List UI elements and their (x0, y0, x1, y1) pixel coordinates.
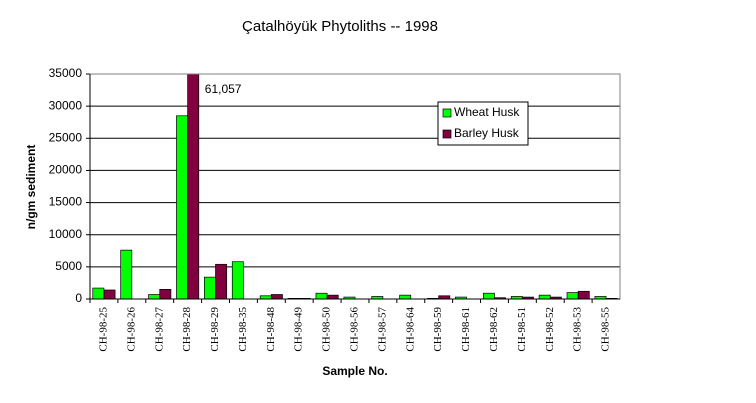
y-tick-label: 35000 (49, 66, 83, 80)
y-tick-label: 25000 (49, 130, 83, 144)
bar (577, 290, 590, 300)
bar (315, 292, 328, 300)
x-tick-label: CH-98-29 (209, 307, 221, 352)
bar (326, 294, 339, 300)
y-tick-label: 5000 (55, 259, 82, 273)
legend-label: Barley Husk (454, 126, 520, 140)
y-tick-label: 0 (75, 291, 82, 305)
legend-label: Wheat Husk (454, 105, 520, 119)
bar (103, 289, 116, 300)
x-tick-label: CH-98-26 (125, 307, 137, 352)
y-tick-label: 10000 (49, 227, 83, 241)
x-tick-label: CH-98-53 (572, 307, 584, 352)
bars (92, 74, 618, 300)
bar (148, 294, 161, 300)
bar (215, 263, 228, 300)
bar (187, 74, 200, 300)
y-axis-title: n/gm sediment (24, 145, 38, 230)
grid (86, 73, 620, 300)
x-tick-label: CH-98-35 (237, 307, 249, 352)
x-tick-label: CH-98-61 (460, 307, 472, 352)
x-tick-label: CH-98-48 (265, 307, 277, 352)
x-tick-label: CH-98-62 (488, 307, 500, 352)
legend-swatch (442, 108, 452, 118)
x-axis-title: Sample No. (322, 364, 387, 378)
y-tick-label: 20000 (49, 163, 83, 177)
bar (482, 292, 495, 300)
x-tick-label: CH-98-28 (181, 307, 193, 352)
foreground: 0 5000 10000 15000 20000 25000 30000 35000 CH-98… (49, 66, 621, 352)
bar (270, 294, 283, 300)
x-tick-label: CH-98-56 (349, 307, 361, 352)
bar (399, 294, 412, 300)
x-tick-label: CH-98-55 (600, 307, 612, 352)
x-tick-label: CH-98-52 (544, 307, 556, 352)
y-tick-label: 15000 (49, 195, 83, 209)
x-tick-label: CH-98-64 (404, 307, 416, 352)
bar (538, 294, 551, 300)
x-tick-label: CH-98-50 (321, 307, 333, 352)
value-label: 61,057 (205, 82, 242, 96)
plot-frame (89, 73, 621, 300)
x-tick-label: CH-98-27 (153, 307, 165, 352)
bar (204, 276, 216, 300)
x-tick-label: CH-98-57 (376, 307, 388, 352)
x-tick-label: CH-98-59 (432, 307, 444, 352)
x-tick-label: CH-98-51 (516, 307, 528, 352)
legend-box (437, 101, 529, 146)
bar (92, 287, 105, 300)
y-tick-label: 30000 (49, 98, 83, 112)
x-tick-label: CH-98-25 (97, 307, 109, 352)
bar (231, 261, 244, 300)
chart-title: Çatalhöyük Phytoliths -- 1998 (242, 18, 438, 35)
legend-swatch (442, 129, 452, 139)
bar (566, 292, 579, 300)
bar (176, 115, 188, 300)
bar (120, 249, 133, 300)
x-tick-label: CH-98-49 (293, 307, 305, 352)
bar (159, 289, 172, 300)
